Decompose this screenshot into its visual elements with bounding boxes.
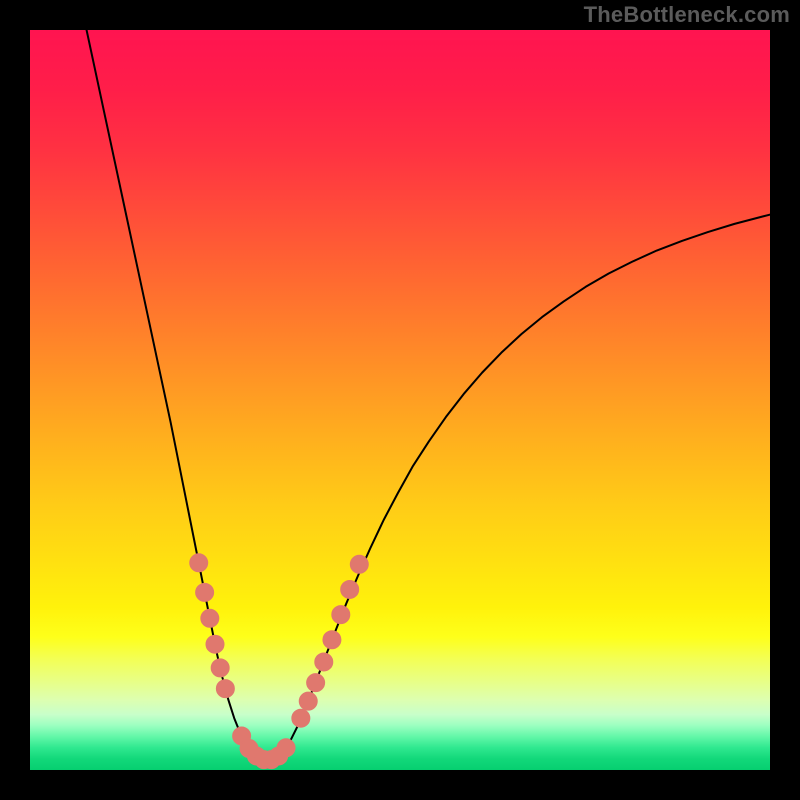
data-marker — [299, 692, 317, 710]
data-marker — [277, 739, 295, 757]
watermark-text: TheBottleneck.com — [584, 2, 790, 28]
plot-background-gradient — [30, 30, 770, 770]
data-marker — [341, 580, 359, 598]
data-marker — [216, 680, 234, 698]
data-marker — [350, 555, 368, 573]
data-marker — [323, 631, 341, 649]
data-marker — [315, 653, 333, 671]
bottleneck-curve-chart — [0, 0, 800, 800]
data-marker — [201, 609, 219, 627]
data-marker — [292, 709, 310, 727]
data-marker — [190, 554, 208, 572]
data-marker — [332, 606, 350, 624]
data-marker — [196, 583, 214, 601]
chart-outer-frame: TheBottleneck.com — [0, 0, 800, 800]
data-marker — [211, 659, 229, 677]
data-marker — [307, 674, 325, 692]
data-marker — [206, 635, 224, 653]
